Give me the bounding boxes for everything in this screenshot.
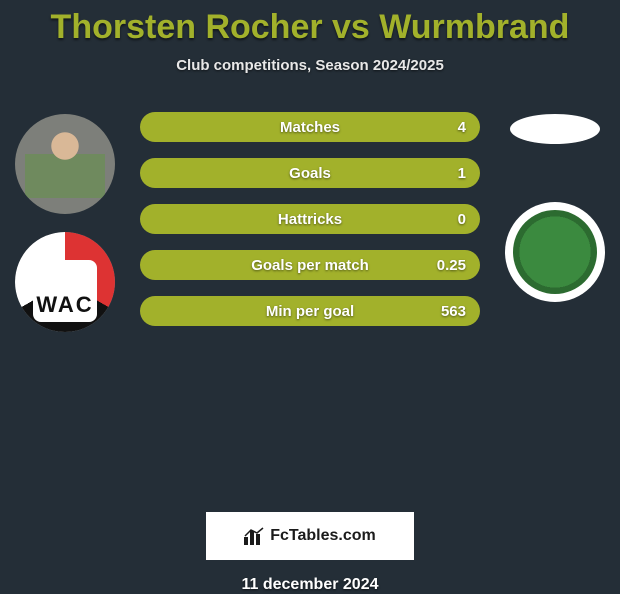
stat-value: 4 [458,119,466,136]
stat-value: 563 [441,303,466,320]
left-column: WAC [10,114,120,332]
club-green-icon: Björklöven Umeå [513,210,597,294]
stat-value: 0 [458,211,466,228]
stat-label: Goals per match [251,257,369,274]
bars-icon [244,527,264,545]
right-column: Björklöven Umeå [500,114,610,302]
club-wac-label: WAC [36,292,93,318]
stat-label: Hattricks [278,211,342,228]
stat-row-goals-per-match: Goals per match 0.25 [140,250,480,280]
player-photo-left [15,114,115,214]
brand-box[interactable]: FcTables.com [206,512,414,560]
stat-row-matches: Matches 4 [140,112,480,142]
stat-value: 0.25 [437,257,466,274]
portrait-placeholder-icon [15,114,115,214]
brand-text: FcTables.com [270,527,376,545]
club-badge-right: Björklöven Umeå [505,202,605,302]
stat-label: Matches [280,119,340,136]
stat-row-goals: Goals 1 [140,158,480,188]
stat-row-min-per-goal: Min per goal 563 [140,296,480,326]
date-text: 11 december 2024 [0,576,620,594]
comparison-panel: WAC Matches 4 Goals 1 Hattricks 0 Goals … [0,94,620,474]
club-wac-icon: WAC [15,232,115,332]
stat-value: 1 [458,165,466,182]
stats-list: Matches 4 Goals 1 Hattricks 0 Goals per … [140,112,480,326]
club-badge-left: WAC [15,232,115,332]
subtitle: Club competitions, Season 2024/2025 [0,57,620,74]
page-title: Thorsten Rocher vs Wurmbrand [0,0,620,47]
player-photo-right-placeholder [510,114,600,144]
stat-label: Goals [289,165,331,182]
stat-label: Min per goal [266,303,354,320]
stat-row-hattricks: Hattricks 0 [140,204,480,234]
